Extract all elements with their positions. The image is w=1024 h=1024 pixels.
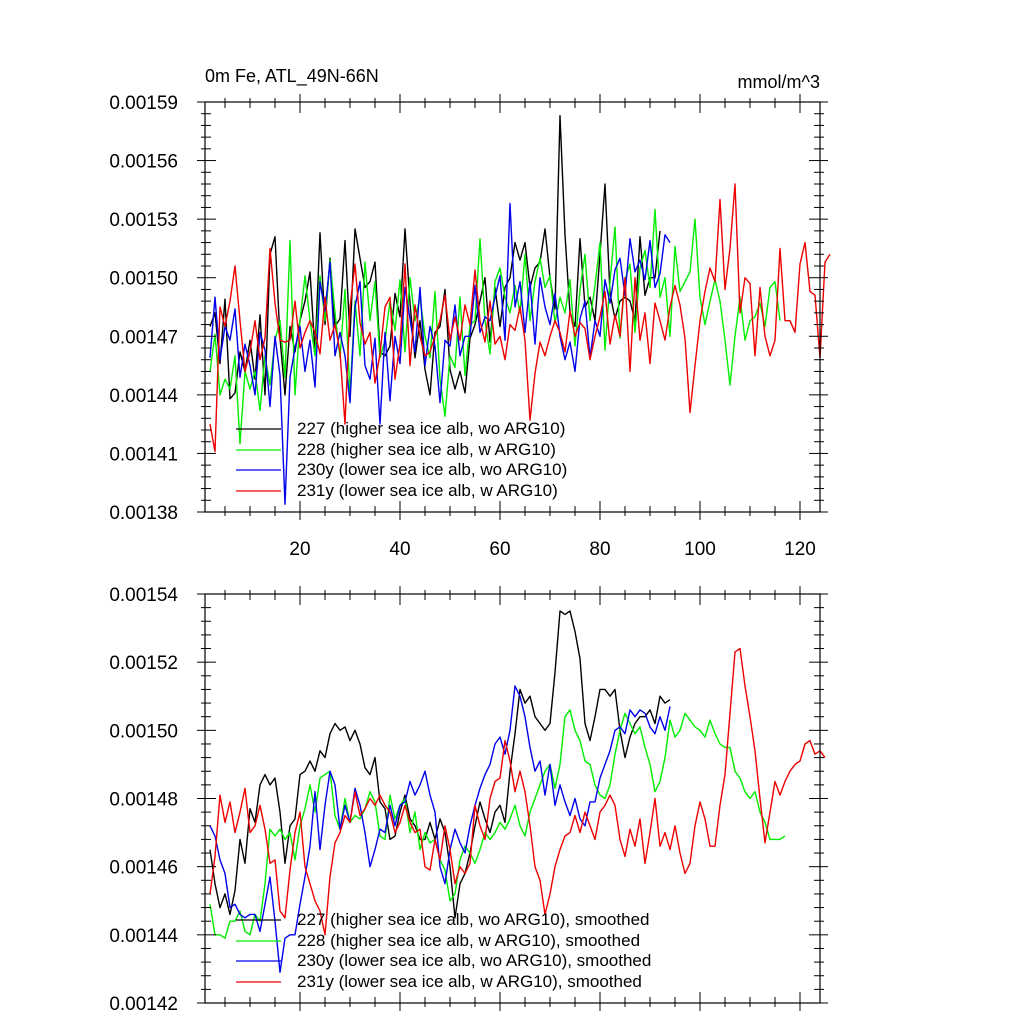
legend-label-228: 228 (higher sea ice alb, w ARG10) [297, 440, 556, 459]
top-xtick-label: 40 [389, 539, 410, 560]
top-ytick-label: 0.00147 [109, 327, 178, 348]
top-series-230y [209, 202, 671, 505]
bottom-legend: 227 (higher sea ice alb, wo ARG10), smoo… [236, 910, 651, 991]
top-xtick-label: 120 [784, 539, 816, 560]
top-xtick-label: 80 [589, 539, 610, 560]
bottom-plot-panel: 0.00142 0.00144 0.00146 0.00148 0.00150 0.001… [109, 585, 828, 1015]
bottom-ytick-label: 0.00146 [109, 858, 178, 879]
chart-title: 0m Fe, ATL_49N-66N [205, 66, 379, 87]
bottom-series-231y [209, 647, 826, 936]
legend-label-228-smoothed: 228 (higher sea ice alb, w ARG10), smoot… [297, 931, 640, 950]
bottom-ytick-label: 0.00154 [109, 585, 178, 606]
top-xtick-label: 100 [684, 539, 716, 560]
top-plot-frame [204, 101, 821, 513]
top-legend: 227 (higher sea ice alb, wo ARG10) 228 (… [236, 419, 567, 500]
bottom-series-228 [209, 709, 786, 939]
units-label: mmol/m^3 [738, 72, 820, 92]
legend-label-231y: 231y (lower sea ice alb, w ARG10) [297, 481, 558, 500]
legend-label-231y-smoothed: 231y (lower sea ice alb, w ARG10), smoot… [297, 972, 642, 991]
top-xtick-label: 60 [489, 539, 510, 560]
top-ytick-label: 0.00159 [109, 93, 178, 114]
bottom-series-230y [209, 685, 671, 973]
top-ytick-label: 0.00144 [109, 386, 178, 407]
top-ytick-label: 0.00150 [109, 269, 178, 290]
bottom-series-group [209, 610, 826, 973]
legend-label-227-smoothed: 227 (higher sea ice alb, wo ARG10), smoo… [297, 910, 649, 929]
bottom-ytick-label: 0.00152 [109, 653, 178, 674]
top-xtick-label: 20 [289, 539, 310, 560]
top-series-group [209, 114, 831, 505]
legend-label-230y: 230y (lower sea ice alb, wo ARG10) [297, 460, 567, 479]
legend-label-227: 227 (higher sea ice alb, wo ARG10) [297, 419, 565, 438]
bottom-series-227 [209, 610, 671, 919]
bottom-ytick-label: 0.00144 [109, 926, 178, 947]
top-series-228 [209, 208, 781, 445]
bottom-ytick-label: 0.00148 [109, 790, 178, 811]
top-ytick-label: 0.00141 [109, 444, 178, 465]
top-plot-panel: 0.00138 0.00141 0.00144 0.00147 0.00150 0.001… [109, 93, 831, 560]
bottom-ytick-label: 0.00142 [109, 994, 178, 1015]
top-ytick-label: 0.00153 [109, 210, 178, 231]
top-series-231y [209, 183, 831, 453]
bottom-ytick-label: 0.00150 [109, 721, 178, 742]
top-ytick-label: 0.00156 [109, 152, 178, 173]
top-ytick-label: 0.00138 [109, 503, 178, 524]
legend-label-230y-smoothed: 230y (lower sea ice alb, wo ARG10), smoo… [297, 951, 651, 970]
